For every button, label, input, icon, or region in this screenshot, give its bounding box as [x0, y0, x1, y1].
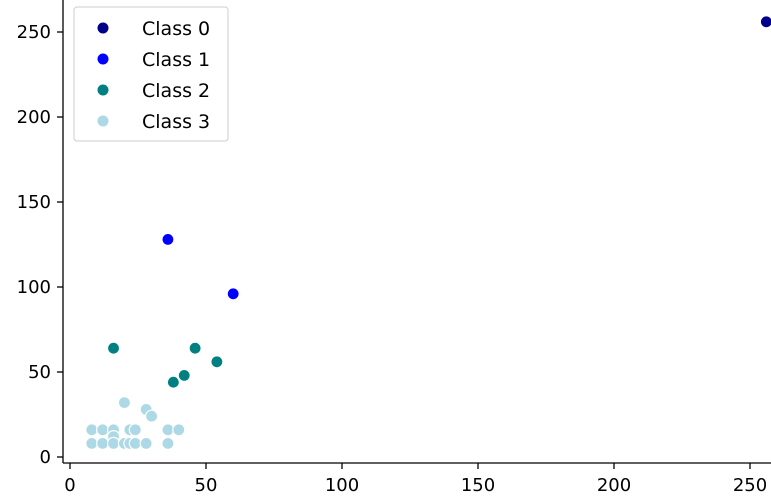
x-tick-label: 50 — [195, 475, 218, 496]
data-point-class-3 — [161, 436, 175, 450]
legend: Class 0 Class 1 Class 2 Class 3 — [73, 6, 229, 142]
y-ticks: 0 50 100 150 200 250 — [17, 22, 63, 468]
y-tick-label: 100 — [17, 277, 51, 298]
data-point-class-3 — [128, 423, 142, 437]
legend-label-class-2: Class 2 — [142, 80, 210, 102]
data-point-class-2 — [177, 368, 191, 382]
legend-marker-class-0 — [97, 22, 109, 34]
data-point-class-2 — [166, 375, 180, 389]
legend-label-class-3: Class 3 — [142, 111, 210, 133]
x-tick-label: 250 — [733, 475, 767, 496]
data-point-class-1 — [161, 232, 175, 246]
y-tick-label: 200 — [17, 107, 51, 128]
y-tick-label: 250 — [17, 22, 51, 43]
data-point-class-3 — [172, 423, 186, 437]
data-point-class-3 — [145, 409, 159, 423]
plot-points — [85, 15, 771, 450]
data-point-class-1 — [226, 287, 240, 301]
x-tick-label: 100 — [325, 475, 359, 496]
data-point-class-0 — [759, 15, 771, 29]
data-point-class-3 — [85, 423, 99, 437]
x-ticks: 0 50 100 150 200 250 — [64, 463, 767, 496]
legend-marker-class-3 — [97, 115, 109, 127]
x-tick-label: 200 — [597, 475, 631, 496]
data-point-class-2 — [210, 355, 224, 369]
data-point-class-3 — [117, 396, 132, 410]
data-point-class-2 — [106, 341, 121, 355]
data-point-class-2 — [188, 341, 202, 355]
data-point-class-3 — [139, 436, 153, 450]
data-point-class-3 — [128, 436, 142, 450]
x-tick-label: 0 — [64, 475, 75, 496]
y-tick-label: 50 — [28, 362, 51, 383]
data-point-class-3 — [96, 423, 110, 437]
legend-label-class-0: Class 0 — [142, 18, 210, 40]
legend-marker-class-1 — [97, 53, 109, 65]
y-tick-label: 0 — [40, 447, 51, 468]
data-point-class-3 — [85, 436, 99, 450]
legend-label-class-1: Class 1 — [142, 49, 210, 71]
data-point-class-3 — [106, 436, 121, 450]
axes — [62, 0, 771, 464]
x-tick-label: 150 — [461, 475, 495, 496]
legend-marker-class-2 — [97, 84, 109, 96]
data-point-class-3 — [161, 423, 175, 437]
y-tick-label: 150 — [17, 192, 51, 213]
legend-box — [73, 6, 229, 142]
data-point-class-3 — [96, 436, 110, 450]
